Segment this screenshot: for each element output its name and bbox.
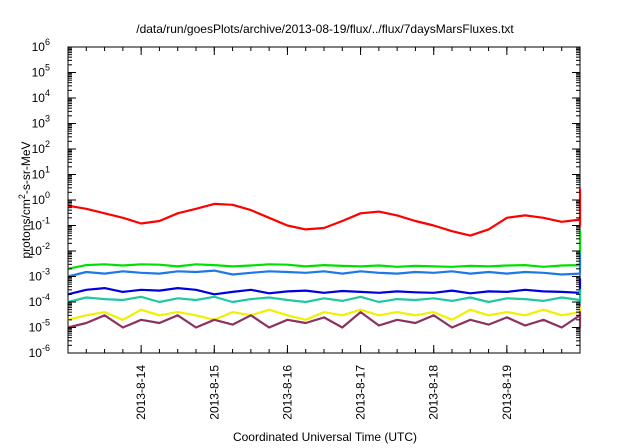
y-tick-label: 103 <box>32 114 50 131</box>
x-tick-label: 2013-8-18 <box>427 365 441 420</box>
y-tick-label: 102 <box>32 139 50 156</box>
y-axis-label-main: protons/cm <box>19 199 33 258</box>
y-tick-label: 104 <box>32 88 50 105</box>
y-tick-label: 10-5 <box>29 318 50 335</box>
y-tick-label: 106 <box>32 37 50 54</box>
x-axis-label: Coordinated Universal Time (UTC) <box>233 430 417 444</box>
y-tick-label: 10-6 <box>29 343 50 360</box>
x-tick-label: 2013-8-16 <box>280 365 294 420</box>
svg-text:protons/cm2-s-sr-MeV: protons/cm2-s-sr-MeV <box>17 141 33 258</box>
series-line-1 <box>67 188 582 237</box>
y-axis-label-rest: -s-sr-MeV <box>19 141 33 194</box>
series-line-3 <box>67 253 582 278</box>
y-tick-label: 10-3 <box>29 267 50 284</box>
series-line-5 <box>67 288 582 304</box>
x-tick-label: 2013-8-17 <box>354 365 368 420</box>
x-axis-ticks: 2013-8-14 2013-8-15 2013-8-16 2013-8-17 2013… <box>67 47 581 420</box>
y-tick-label: 101 <box>32 165 50 182</box>
y-tick-label: 10-4 <box>29 292 50 309</box>
y-tick-label: 10-1 <box>29 216 50 233</box>
x-tick-label: 2013-8-14 <box>134 365 148 420</box>
y-axis-ticks: 10-6 10-5 10-4 10-3 10-2 10-1 100 101 102 103 104 1… <box>29 37 580 360</box>
chart-title: /data/run/goesPlots/archive/2013-08-19/f… <box>136 22 514 36</box>
x-tick-label: 2013-8-15 <box>207 365 221 420</box>
y-axis-label: protons/cm2-s-sr-MeV <box>17 141 33 258</box>
y-tick-label: 100 <box>32 190 50 207</box>
series-line-7 <box>67 311 582 329</box>
y-tick-label: 105 <box>32 63 50 80</box>
x-tick-label: 2013-8-19 <box>500 365 514 420</box>
y-axis-label-sup: 2 <box>17 194 27 199</box>
y-tick-label: 10-2 <box>29 241 50 258</box>
